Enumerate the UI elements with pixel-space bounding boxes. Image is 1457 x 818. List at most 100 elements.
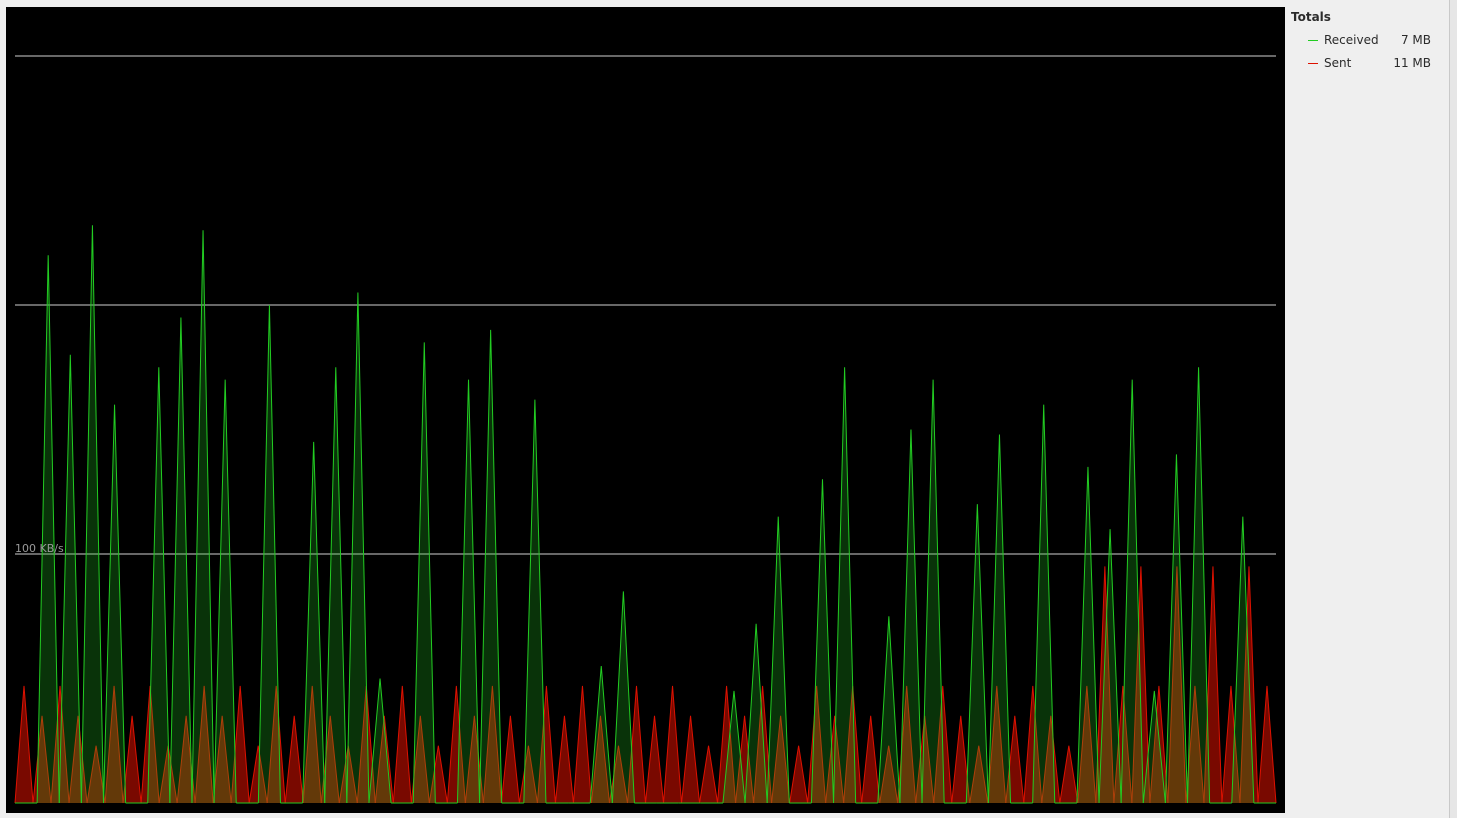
sent-point-7: [140, 685, 160, 804]
sent-point-59: [1077, 685, 1097, 804]
sent-series: [14, 566, 1277, 804]
sent-point-24: [446, 685, 466, 804]
received-point-27: [611, 591, 635, 804]
sent-point-36: [663, 685, 683, 804]
received-point-20: [456, 379, 481, 804]
sent-point-48: [879, 745, 899, 804]
received-point-14: [324, 367, 348, 804]
sent-point-67: [1221, 685, 1241, 804]
received-point-8: [191, 230, 215, 804]
sent-color-swatch: [1308, 63, 1318, 64]
sent-point-58: [1059, 745, 1079, 804]
sent-point-35: [645, 715, 665, 804]
sent-point-2: [50, 685, 70, 804]
gridlines: [15, 55, 1276, 555]
sent-point-26: [482, 685, 502, 804]
sent-point-0: [14, 685, 34, 804]
received-point-37: [833, 367, 857, 804]
sent-point-43: [789, 745, 809, 804]
received-point-49: [1098, 529, 1122, 804]
legend-label-sent: Sent: [1324, 56, 1352, 70]
totals-panel: Totals Received 7 MB Sent 11 MB: [1285, 0, 1449, 818]
sent-point-27: [500, 715, 520, 804]
received-point-26: [589, 666, 613, 804]
sent-point-63: [1149, 685, 1169, 804]
received-point-11: [257, 304, 281, 804]
sent-point-54: [987, 685, 1007, 804]
received-point-13: [302, 441, 326, 804]
received-point-18: [412, 342, 436, 804]
sent-point-5: [104, 685, 124, 804]
received-point-50: [1120, 379, 1144, 804]
sent-point-16: [302, 685, 322, 804]
received-point-23: [523, 399, 547, 804]
received-point-3: [80, 225, 104, 804]
sent-point-10: [194, 685, 214, 804]
received-point-39: [877, 616, 901, 804]
received-point-41: [921, 379, 945, 804]
sent-point-21: [392, 685, 412, 804]
sent-point-57: [1041, 715, 1061, 804]
received-point-51: [1142, 690, 1166, 804]
received-point-46: [1032, 404, 1056, 804]
received-point-32: [722, 690, 746, 804]
received-point-55: [1231, 516, 1255, 804]
received-point-1: [36, 255, 60, 804]
legend-row-sent: Sent 11 MB: [1307, 56, 1437, 72]
received-point-21: [479, 329, 503, 804]
sent-point-52: [951, 715, 971, 804]
sent-point-47: [861, 715, 881, 804]
sent-point-38: [699, 745, 719, 804]
legend-value-received: 7 MB: [1400, 33, 1431, 47]
received-point-53: [1187, 367, 1211, 804]
received-color-swatch: [1308, 40, 1318, 41]
received-point-40: [899, 429, 923, 804]
network-graph-canvas: 100 KB/s: [14, 55, 1277, 804]
sent-point-11: [212, 715, 232, 804]
received-point-34: [766, 516, 790, 804]
sent-point-15: [284, 715, 304, 804]
window-right-edge: [1449, 0, 1457, 818]
sent-point-53: [969, 745, 989, 804]
sent-point-34: [626, 685, 646, 804]
received-point-2: [58, 354, 82, 804]
totals-title: Totals: [1291, 10, 1331, 24]
received-point-44: [987, 434, 1012, 804]
sent-point-56: [1023, 685, 1043, 804]
sent-point-64: [1167, 566, 1187, 804]
sent-point-42: [771, 715, 791, 804]
sent-point-30: [554, 715, 574, 804]
received-series: [15, 225, 1276, 804]
received-point-16: [368, 678, 392, 804]
sent-point-3: [68, 715, 88, 804]
sent-point-29: [536, 685, 556, 804]
received-point-9: [213, 379, 237, 804]
received-point-4: [102, 404, 127, 804]
sent-point-39: [717, 685, 737, 804]
legend-label-received: Received: [1324, 33, 1379, 47]
sent-point-14: [266, 685, 286, 804]
sent-point-13: [248, 745, 268, 804]
sent-point-60: [1095, 566, 1115, 804]
received-point-7: [169, 317, 193, 804]
received-point-36: [810, 479, 835, 804]
received-point-33: [744, 623, 768, 804]
network-graph: 100 KB/s: [6, 7, 1285, 813]
legend-value-sent: 11 MB: [1393, 56, 1431, 70]
sent-point-4: [86, 745, 106, 804]
sent-point-23: [428, 745, 448, 804]
sent-point-69: [1257, 685, 1277, 804]
sent-point-31: [572, 685, 592, 804]
received-point-52: [1164, 454, 1189, 804]
sent-point-62: [1131, 566, 1151, 804]
sent-point-40: [735, 715, 755, 804]
legend-row-received: Received 7 MB: [1307, 33, 1437, 49]
received-point-43: [965, 504, 989, 804]
sent-point-37: [681, 715, 701, 804]
received-point-15: [346, 292, 370, 804]
sent-point-33: [608, 745, 628, 804]
received-point-48: [1076, 466, 1100, 804]
y-axis-label: 100 KB/s: [15, 542, 64, 555]
received-point-6: [147, 367, 171, 804]
